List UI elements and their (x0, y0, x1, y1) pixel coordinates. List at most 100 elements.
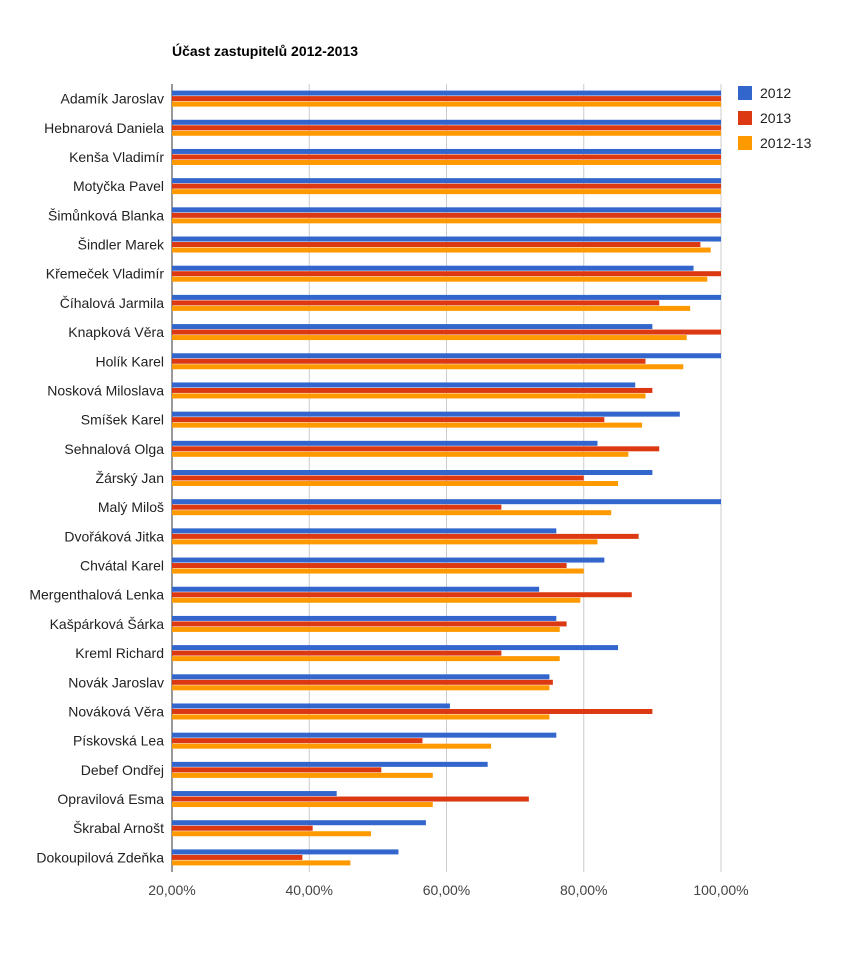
category-label: Mergenthalová Lenka (29, 587, 164, 603)
category-labels: Adamík Jaroslav Hebnarová Daniela Kenša Vl… (29, 91, 165, 866)
bar-2012-13 (172, 539, 598, 545)
bar-2013 (172, 825, 313, 831)
bar-2013 (172, 854, 303, 860)
legend-label-2012: 2012 (760, 85, 791, 101)
bar-2012 (172, 791, 337, 797)
bar-2012-13 (172, 656, 560, 662)
bar-2012 (172, 353, 721, 359)
category-label: Křemeček Vladimír (46, 266, 165, 282)
bar-2012-13 (172, 860, 351, 866)
category-label: Nosková Miloslava (47, 382, 164, 398)
legend-swatch-2013 (738, 111, 752, 125)
bar-2013 (172, 679, 553, 685)
bar-2012 (172, 411, 680, 417)
bar-2012 (172, 178, 721, 184)
bar-2013 (172, 767, 382, 773)
bar-2012 (172, 294, 721, 300)
legend: 2012 2013 2012-13 (738, 85, 812, 151)
legend-swatch-2012-13 (738, 136, 752, 150)
bar-2012 (172, 265, 694, 271)
bar-2012 (172, 849, 399, 855)
bar-2012-13 (172, 451, 629, 457)
bar-2012-13 (172, 831, 372, 837)
bar-2012 (172, 586, 540, 592)
bar-2012 (172, 820, 426, 826)
bar-2012-13 (172, 247, 711, 253)
bar-2012-13 (172, 276, 708, 282)
bar-2012 (172, 382, 636, 388)
category-label: Dvořáková Jitka (64, 528, 164, 544)
bar-2013 (172, 358, 646, 364)
bar-2012-13 (172, 802, 433, 808)
category-label: Šimůnková Blanka (48, 207, 164, 223)
category-label: Žárský Jan (96, 470, 164, 486)
bar-2012-13 (172, 393, 646, 399)
bar-2012 (172, 645, 619, 651)
bar-2012-13 (172, 714, 550, 720)
category-label: Pískovská Lea (73, 733, 164, 749)
bar-2012-13 (172, 481, 619, 486)
bars (172, 90, 721, 866)
bar-2012 (172, 148, 721, 154)
bar-2013 (172, 271, 721, 277)
bar-2012-13 (172, 685, 550, 691)
bar-2012 (172, 674, 550, 680)
category-label: Hebnarová Daniela (44, 120, 164, 136)
category-label: Kašpárková Šárka (50, 616, 165, 632)
bar-2012 (172, 499, 721, 505)
bar-2012-13 (172, 130, 721, 136)
bar-2012-13 (172, 101, 721, 107)
category-label: Nováková Věra (68, 703, 164, 719)
bar-2012 (172, 324, 653, 330)
category-label: Debef Ondřej (81, 762, 164, 778)
bar-2012 (172, 528, 557, 534)
bar-2013 (172, 621, 567, 627)
bar-2013 (172, 154, 721, 160)
bar-2013 (172, 708, 653, 714)
bar-2013 (172, 387, 653, 393)
category-label: Škrabal Arnošt (73, 820, 164, 836)
bar-2013 (172, 183, 721, 189)
category-label: Dokoupilová Zdeňka (36, 849, 164, 865)
x-tick-labels: 20,00% 40,00% 60,00% 80,00% 100,00% (148, 882, 748, 898)
bar-2012 (172, 761, 488, 767)
x-tick-label: 100,00% (693, 882, 748, 898)
bar-2012 (172, 207, 721, 213)
category-label: Novák Jaroslav (68, 674, 164, 690)
category-label: Kenša Vladimír (69, 149, 164, 165)
bar-2013 (172, 417, 605, 423)
category-label: Chvátal Karel (80, 558, 164, 574)
bar-2012-13 (172, 743, 492, 749)
bar-2013 (172, 533, 639, 539)
legend-label-2013: 2013 (760, 110, 791, 126)
category-label: Malý Miloš (98, 499, 164, 515)
category-label: Holík Karel (96, 353, 164, 369)
x-tick-label: 80,00% (560, 882, 607, 898)
category-label: Smíšek Karel (81, 412, 164, 428)
bar-2013 (172, 446, 660, 452)
bar-2012 (172, 119, 721, 125)
category-label: Kreml Richard (75, 645, 164, 661)
bar-2012 (172, 703, 450, 709)
bar-2012-13 (172, 189, 721, 195)
bar-2012 (172, 732, 557, 738)
bar-2012-13 (172, 597, 581, 603)
bar-2013 (172, 650, 502, 656)
bar-2012-13 (172, 159, 721, 165)
category-label: Číhalová Jarmila (60, 295, 164, 311)
category-label: Adamík Jaroslav (61, 91, 164, 107)
bar-2012-13 (172, 626, 560, 632)
x-tick-label: 20,00% (148, 882, 195, 898)
bar-2013 (172, 96, 721, 102)
bar-2012 (172, 470, 653, 475)
bar-2012 (172, 440, 598, 446)
bar-2013 (172, 592, 632, 598)
bar-2013 (172, 125, 721, 131)
category-label: Motyčka Pavel (73, 178, 164, 194)
bar-2013 (172, 329, 721, 335)
bar-2013 (172, 796, 529, 802)
category-label: Knapková Věra (68, 324, 164, 340)
bar-2012 (172, 615, 557, 621)
x-tick-label: 60,00% (423, 882, 470, 898)
